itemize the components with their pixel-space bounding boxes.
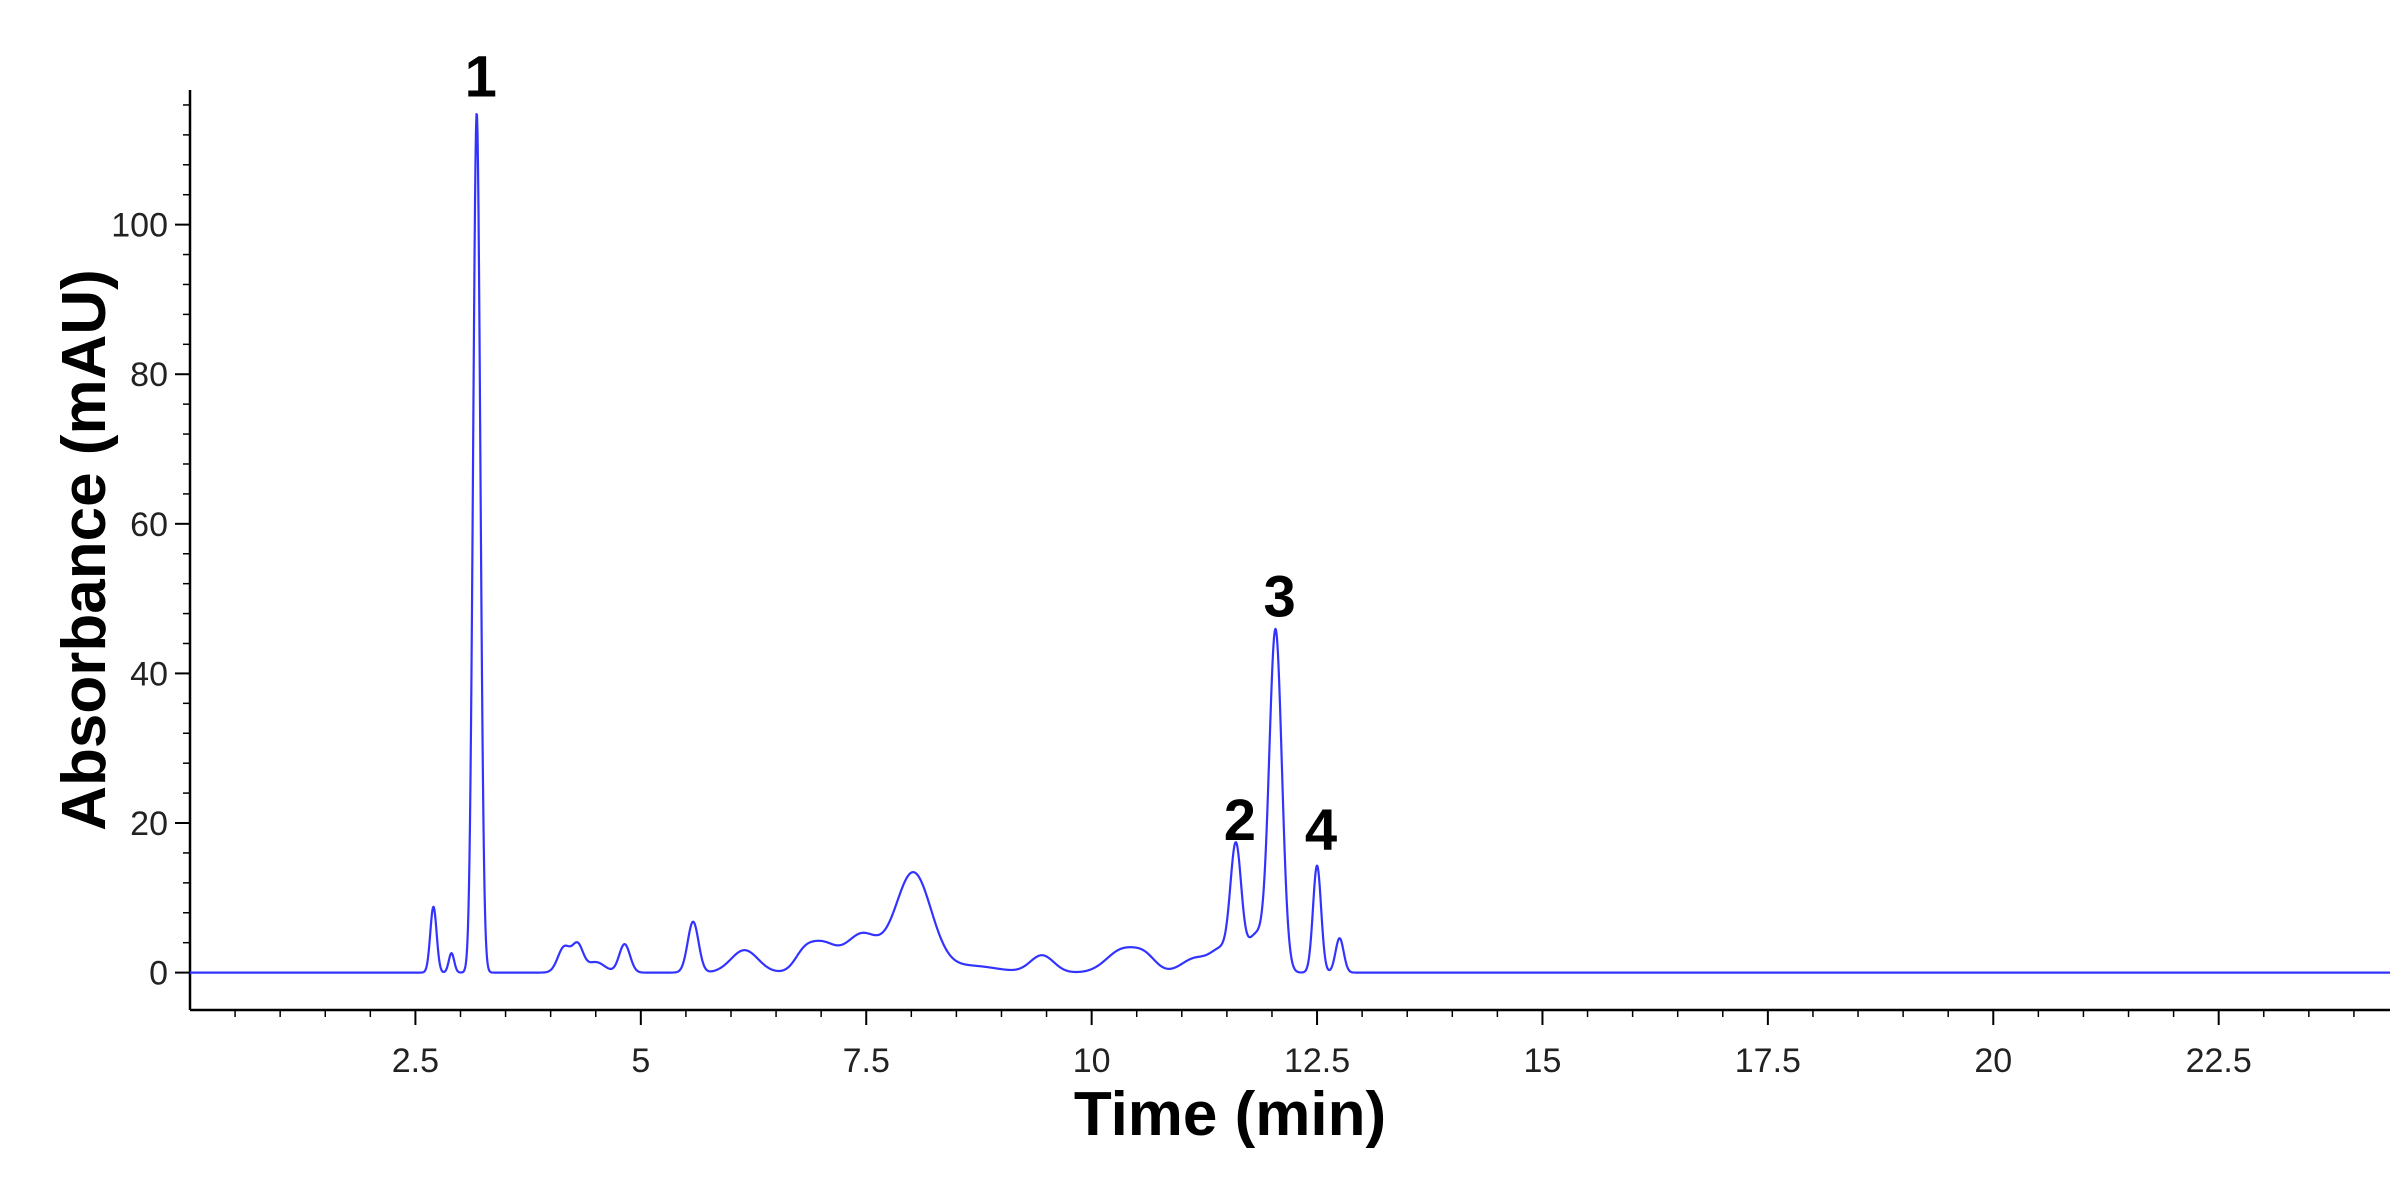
peak-label: 4 [1305,798,1337,863]
x-ticks: 2.5 5 7.5 10 12.5 15 17.5 20 22.5 [234,1010,2355,1080]
x-axis-title: Time (min) [1074,1080,1386,1149]
x-tick-label: 12.5 [1284,1042,1350,1080]
peak-label: 1 [465,44,497,109]
x-tick-label: 10 [1073,1042,1111,1080]
x-tick-label: 17.5 [1735,1042,1801,1080]
x-tick-label: 15 [1524,1042,1562,1080]
x-tick-label: 22.5 [2186,1042,2252,1080]
x-tick-label: 5 [631,1042,650,1080]
y-tick-label: 100 [111,207,168,245]
y-tick-label: 20 [130,805,168,843]
peak-annotations: 1 2 3 4 [465,44,1338,862]
y-ticks: 0 20 40 60 80 100 [111,104,190,993]
y-tick-label: 40 [130,655,168,693]
y-tick-label: 0 [149,955,168,993]
y-tick-label: 60 [130,506,168,544]
x-tick-label: 2.5 [392,1042,439,1080]
chromatogram-trace [189,112,2391,974]
peak-label: 3 [1263,564,1295,629]
peak-label: 2 [1224,788,1256,853]
x-tick-label: 20 [1974,1042,2012,1080]
y-tick-label: 80 [130,356,168,394]
y-axis-title: Absorbance (mAU) [50,269,119,831]
axes: 2.5 5 7.5 10 12.5 15 17.5 20 22.5 0 20 40 60 80 100 [111,90,2390,1080]
x-tick-label: 7.5 [843,1042,890,1080]
